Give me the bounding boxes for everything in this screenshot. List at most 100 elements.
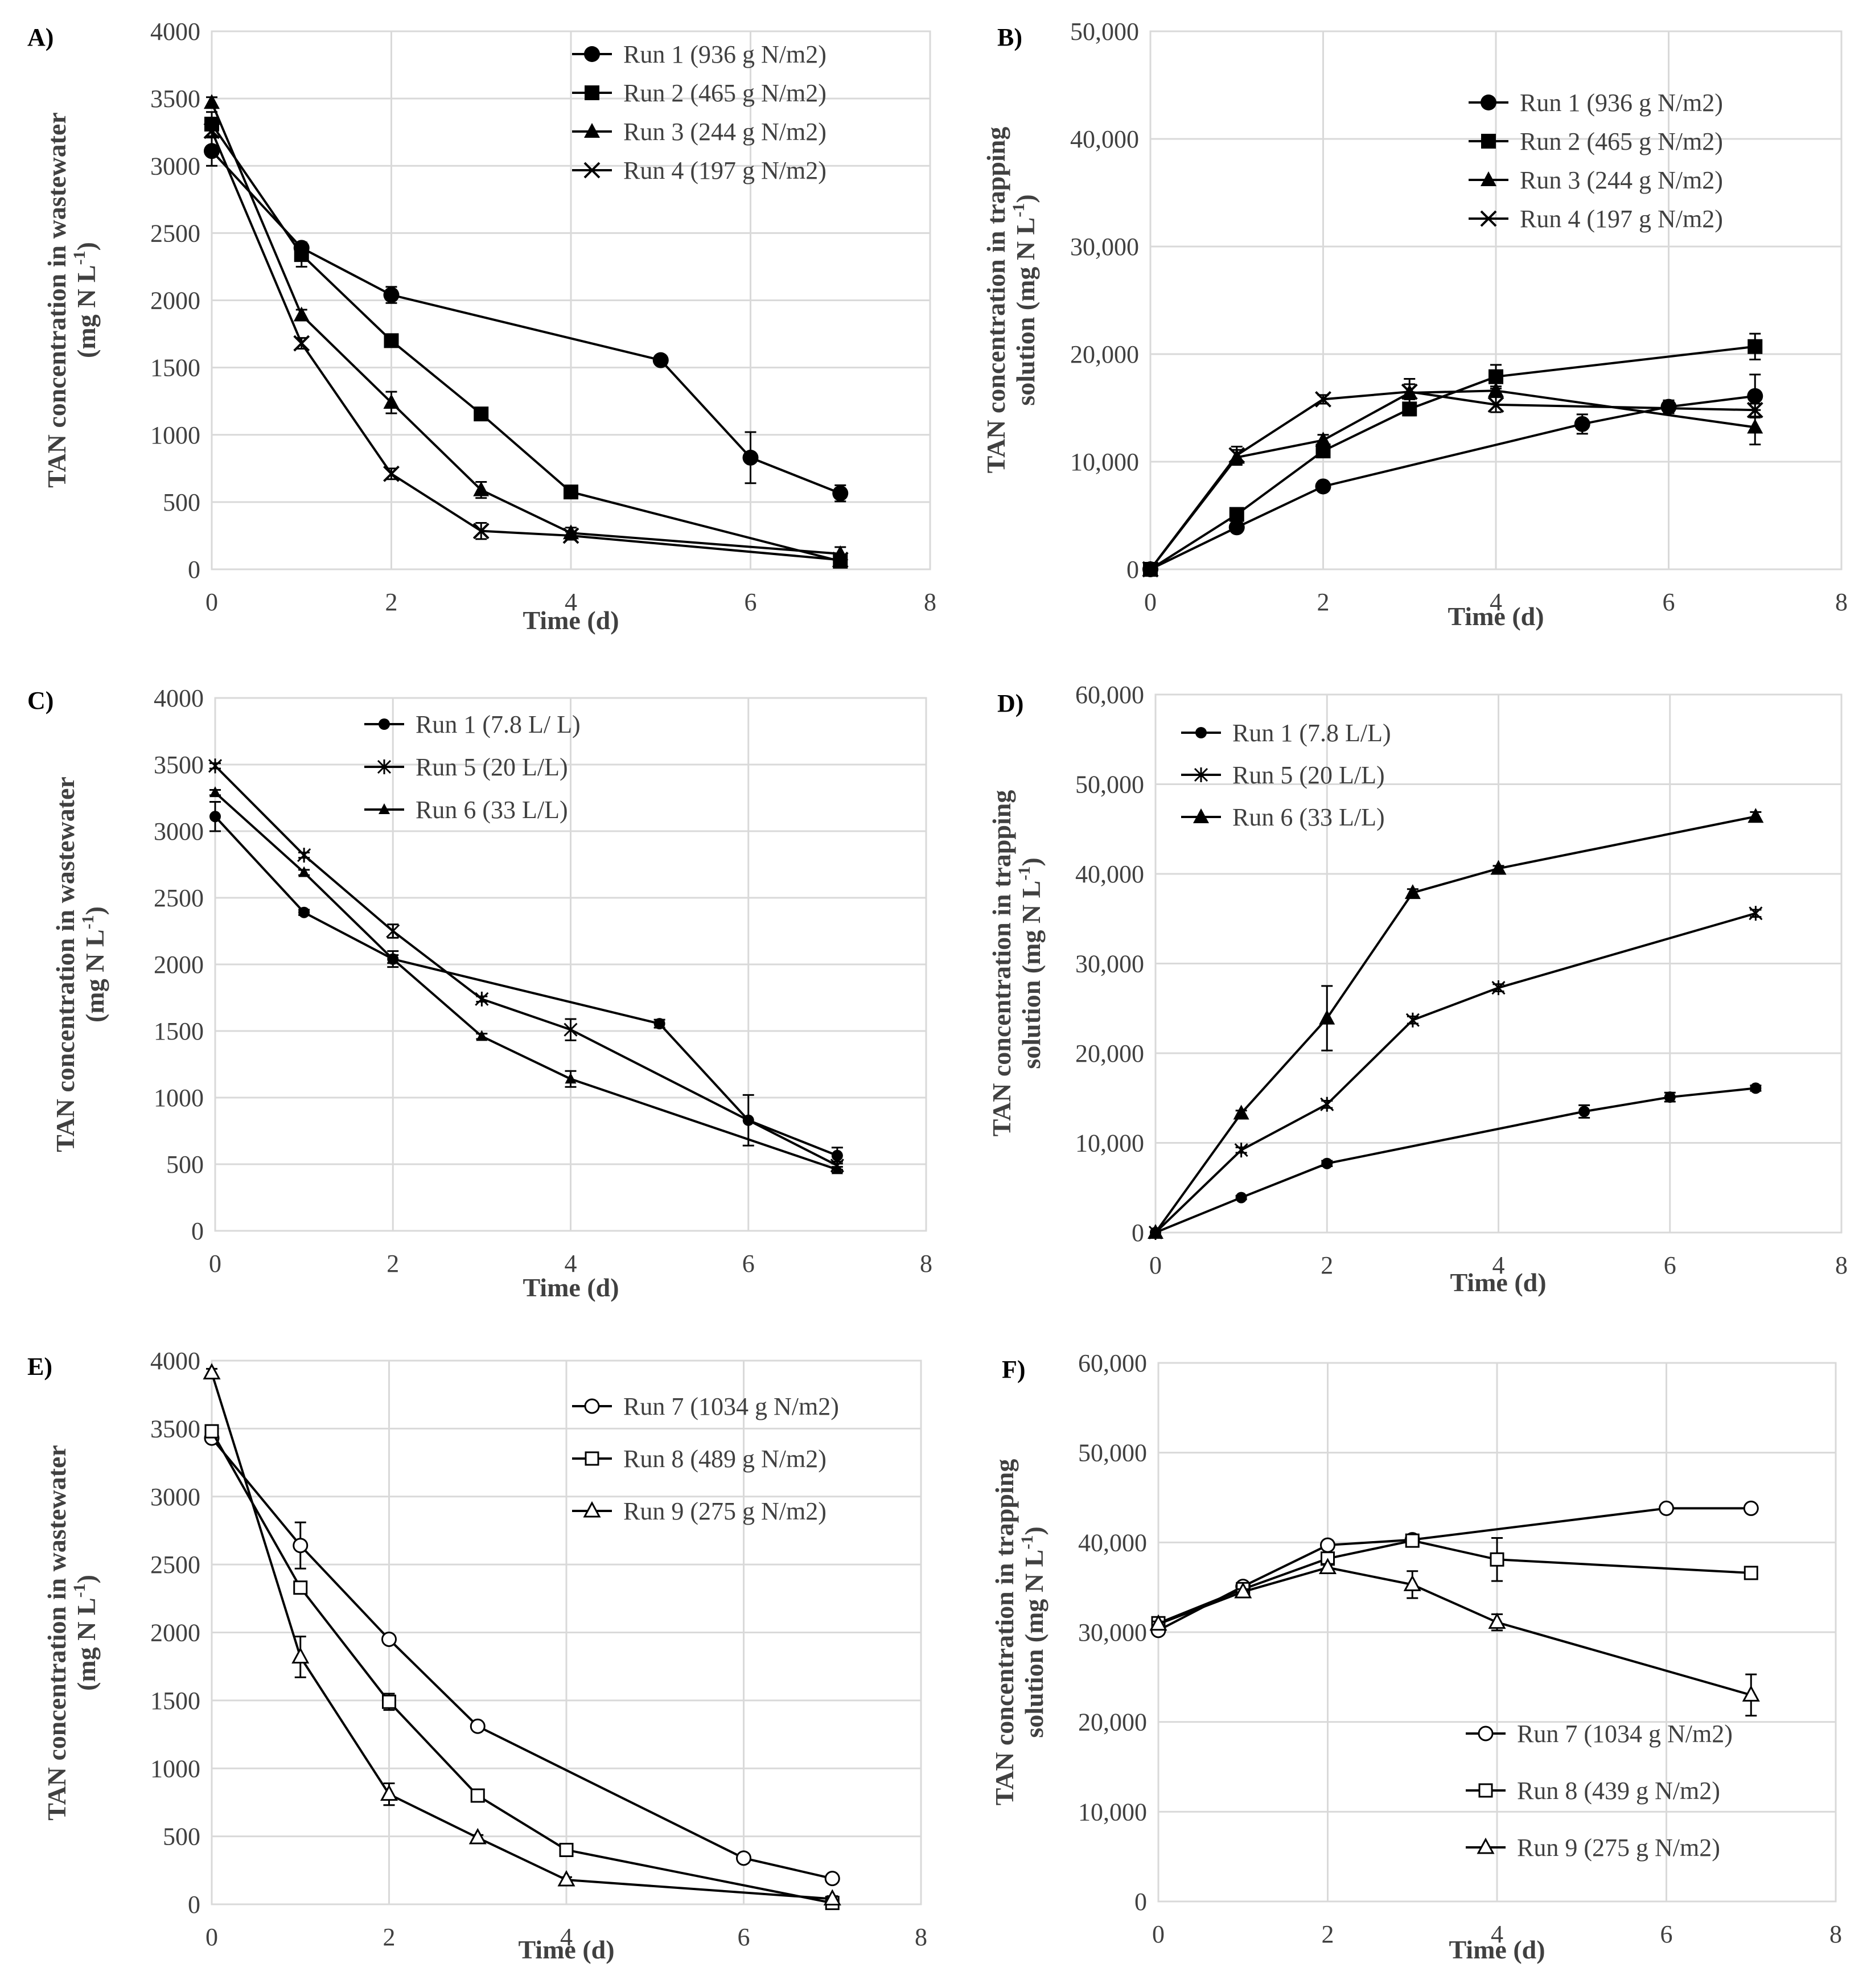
data-point xyxy=(384,333,399,348)
data-point xyxy=(1487,396,1504,413)
y-tick-label: 10,000 xyxy=(1075,1129,1144,1157)
y-tick-label: 60,000 xyxy=(1078,1349,1147,1377)
data-point xyxy=(565,1073,577,1084)
series-line xyxy=(211,102,841,555)
series-line xyxy=(1150,395,1755,570)
y-tick-label: 30,000 xyxy=(1078,1619,1147,1646)
data-point xyxy=(1404,884,1421,899)
x-tick-label: 6 xyxy=(738,1923,750,1951)
data-point xyxy=(1747,339,1763,354)
legend-entry: Run 6 (33 L/L) xyxy=(364,796,568,824)
y-tick-label: 1000 xyxy=(150,421,200,449)
y-axis-title-close: ) xyxy=(72,1575,101,1583)
y-axis-title: TAN concentration in wastewater (mg N L-1… xyxy=(51,777,109,1152)
x-tick-label: 4 xyxy=(560,1923,573,1951)
data-point xyxy=(203,122,220,139)
y-axis-title-superscript: -1 xyxy=(1015,866,1034,881)
legend-label: Run 7 (1034 g N/m2) xyxy=(1517,1720,1733,1748)
legend-label: Run 9 (275 g N/m2) xyxy=(1517,1834,1720,1862)
y-axis-title-close: ) xyxy=(80,906,109,915)
y-axis-title-line2: (mg N L-1) xyxy=(79,906,109,1022)
legend-label: Run 8 (489 g N/m2) xyxy=(623,1445,827,1473)
x-tick-label: 0 xyxy=(1152,1920,1165,1948)
data-point xyxy=(298,906,310,918)
data-point xyxy=(293,1580,308,1595)
y-axis-title-unit: solution (mg N L xyxy=(1019,1550,1048,1738)
legend-entry: Run 9 (275 g N/m2) xyxy=(1466,1834,1720,1862)
legend-marker xyxy=(1481,134,1496,149)
y-axis-title-unit: (mg N L xyxy=(72,1597,101,1691)
legend-label: Run 8 (439 g N/m2) xyxy=(1517,1777,1720,1805)
legend-marker xyxy=(585,85,599,100)
x-tick-label: 4 xyxy=(1490,588,1502,616)
data-point xyxy=(1578,1106,1590,1118)
series-2 xyxy=(1143,332,1763,577)
y-tick-label: 0 xyxy=(1134,1888,1147,1916)
legend-marker xyxy=(377,759,392,774)
y-tick-label: 60,000 xyxy=(1075,681,1144,709)
data-point xyxy=(1489,369,1503,384)
data-point xyxy=(204,143,220,159)
data-point xyxy=(1320,1537,1335,1553)
series-3 xyxy=(203,1363,841,1905)
data-point xyxy=(1233,1104,1249,1120)
data-point xyxy=(1747,808,1764,823)
x-tick-label: 0 xyxy=(205,1923,218,1951)
y-tick-label: 1500 xyxy=(150,354,200,382)
legend-marker xyxy=(1193,808,1209,823)
legend-label: Run 5 (20 L/L) xyxy=(1232,761,1385,789)
legend-label: Run 1 (936 g N/m2) xyxy=(1520,89,1723,117)
legend-marker xyxy=(1480,210,1497,227)
panel-label: E) xyxy=(27,1353,52,1381)
y-tick-label: 1500 xyxy=(150,1687,200,1715)
y-axis-title: TAN concentration in trapping solution (m… xyxy=(990,1459,1048,1806)
y-tick-label: 10,000 xyxy=(1078,1798,1147,1826)
data-point xyxy=(652,352,669,368)
data-point xyxy=(823,1889,841,1905)
x-axis-title: Time (d) xyxy=(523,1273,619,1302)
data-point xyxy=(382,1694,396,1709)
x-axis-title: Time (d) xyxy=(1448,602,1544,631)
y-tick-label: 20,000 xyxy=(1070,340,1139,368)
y-tick-label: 40,000 xyxy=(1070,125,1139,153)
y-axis-title-unit: solution (mg N L xyxy=(1011,217,1040,406)
legend-label: Run 3 (244 g N/m2) xyxy=(623,118,827,146)
data-point xyxy=(1318,1558,1337,1574)
data-point xyxy=(564,484,578,500)
y-tick-label: 50,000 xyxy=(1075,771,1144,799)
data-point xyxy=(383,465,400,482)
y-axis-title-line1: TAN concentration in trapping xyxy=(987,790,1016,1137)
x-tick-label: 8 xyxy=(1829,1920,1842,1948)
data-point xyxy=(1142,561,1159,578)
x-tick-label: 8 xyxy=(915,1923,927,1951)
y-axis-title-close: ) xyxy=(1017,857,1046,866)
legend-label: Run 6 (33 L/L) xyxy=(1232,803,1385,831)
y-tick-label: 2500 xyxy=(150,219,200,247)
data-point xyxy=(1490,860,1507,875)
legend-marker xyxy=(1481,95,1496,110)
data-point xyxy=(1749,906,1763,921)
legend-entry: Run 4 (197 g N/m2) xyxy=(572,157,827,184)
data-point xyxy=(1490,1552,1504,1567)
legend-label: Run 2 (465 g N/m2) xyxy=(1520,128,1723,155)
x-tick-label: 4 xyxy=(565,1250,577,1278)
data-point xyxy=(1491,980,1506,996)
legend-marker xyxy=(583,1501,601,1518)
plot-area xyxy=(211,30,931,570)
y-tick-label: 3500 xyxy=(150,85,200,113)
y-axis-title-unit: solution (mg N L xyxy=(1017,881,1046,1069)
data-point xyxy=(209,786,221,798)
x-tick-label: 8 xyxy=(1835,1251,1848,1279)
data-point xyxy=(298,866,310,877)
series-line xyxy=(211,123,841,562)
y-tick-label: 3000 xyxy=(154,818,204,845)
data-point xyxy=(1405,1012,1420,1028)
data-point xyxy=(383,287,400,303)
data-point xyxy=(1234,1143,1248,1158)
y-axis-title-line1: TAN concentration in wastewater xyxy=(42,1445,71,1821)
legend-label: Run 3 (244 g N/m2) xyxy=(1520,166,1723,194)
data-point xyxy=(831,1149,843,1161)
legend-entry: Run 9 (275 g N/m2) xyxy=(572,1497,827,1525)
legend-label: Run 1 (7.8 L/ L) xyxy=(416,710,581,738)
y-axis-title-line1: TAN concentration in trapping xyxy=(990,1459,1019,1806)
